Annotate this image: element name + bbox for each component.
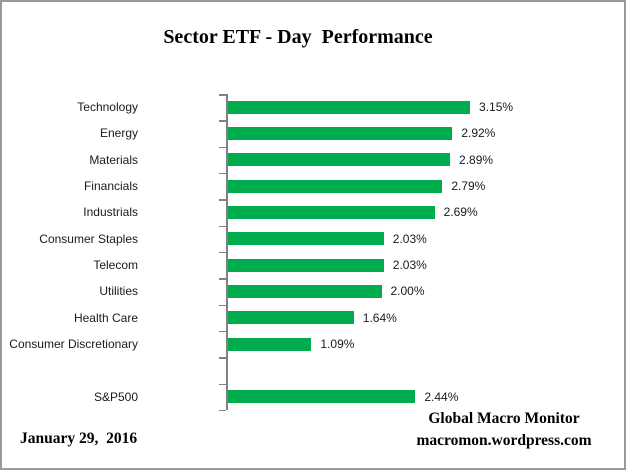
bar — [227, 311, 354, 325]
bar — [227, 179, 443, 193]
bar — [227, 337, 312, 351]
axis-tick — [219, 409, 226, 412]
credit-block: Global Macro Monitor macromon.wordpress.… — [390, 408, 618, 452]
category-label: Technology — [77, 100, 138, 115]
bar — [227, 205, 435, 219]
value-label: 2.03% — [392, 258, 427, 273]
value-label: 2.03% — [392, 231, 427, 246]
axis-tick — [219, 251, 226, 254]
value-label: 2.79% — [451, 179, 486, 194]
credit-url: macromon.wordpress.com — [416, 432, 592, 449]
axis-tick — [219, 383, 226, 386]
axis-tick — [219, 330, 226, 333]
bar — [227, 232, 384, 246]
value-label: 2.44% — [424, 389, 459, 404]
value-label: 2.89% — [459, 152, 494, 167]
category-label: Materials — [89, 152, 138, 167]
value-label: 1.64% — [362, 310, 397, 325]
value-label: 2.00% — [390, 284, 425, 299]
axis-tick — [219, 120, 226, 122]
bar — [227, 258, 384, 272]
axis-tick — [219, 225, 226, 228]
axis-tick — [219, 357, 226, 359]
axis-tick — [219, 172, 226, 175]
bar — [227, 100, 471, 114]
chart-title: Sector ETF - Day Performance — [163, 26, 433, 48]
category-label: Telecom — [93, 258, 138, 273]
axis-tick — [219, 94, 226, 96]
value-label: 3.15% — [479, 100, 514, 115]
category-label: Industrials — [83, 205, 138, 220]
axis-tick — [219, 304, 226, 307]
value-axis-line — [226, 94, 228, 410]
value-label: 1.09% — [320, 337, 355, 352]
category-label: Energy — [99, 126, 138, 141]
category-label: Financials — [83, 179, 138, 194]
category-label: Health Care — [73, 310, 138, 325]
bar — [227, 284, 382, 298]
category-label: Consumer Discretionary — [9, 337, 138, 352]
bar — [227, 126, 453, 140]
value-label: 2.69% — [443, 205, 478, 220]
category-label: S&P500 — [93, 389, 138, 404]
credit-source: Global Macro Monitor — [428, 410, 580, 427]
category-label: Utilities — [99, 284, 138, 299]
value-label: 2.92% — [461, 126, 496, 141]
bar — [227, 390, 416, 404]
bar — [227, 153, 451, 167]
axis-tick — [219, 199, 226, 201]
date-label: January 29, 2016 — [20, 430, 138, 447]
axis-tick — [219, 278, 226, 280]
axis-tick — [219, 146, 226, 149]
category-label: Consumer Staples — [39, 231, 138, 246]
